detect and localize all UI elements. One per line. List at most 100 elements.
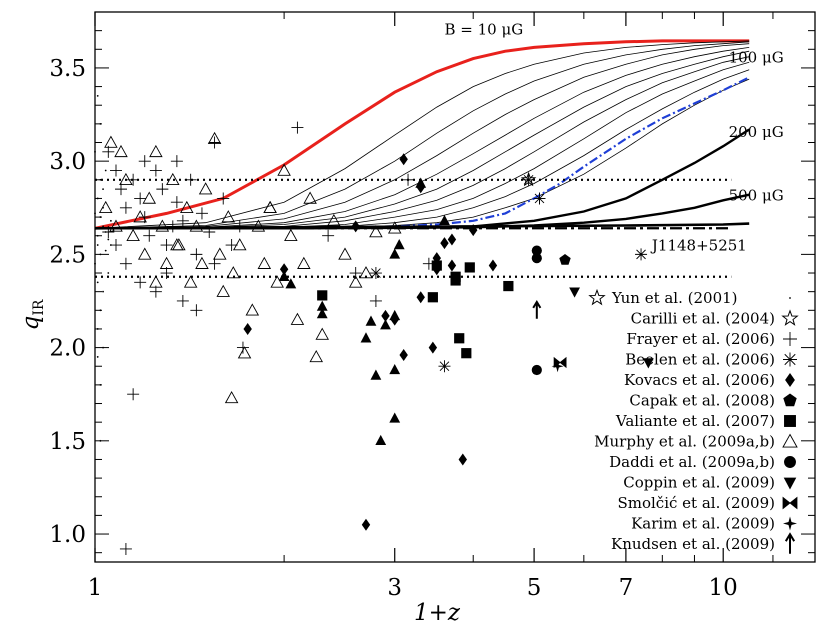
point-plus-2-33: [291, 121, 304, 134]
point-triangle-open-7-14: [183, 275, 198, 288]
point-triangle-open-7-45: [149, 275, 163, 288]
legend-marker-12: [784, 532, 796, 554]
point-triangle-open-7-41: [369, 225, 383, 238]
point-diamond-4-18: [447, 259, 457, 272]
point-triangle-open-7-30: [277, 163, 291, 176]
point-plus-2-26: [160, 267, 173, 280]
point-asterisk-3-4: [635, 248, 648, 261]
y-tick-label-1: 1.5: [49, 429, 86, 455]
legend-marker-0: [789, 297, 791, 299]
y-tick-label-0: 1.0: [49, 522, 86, 548]
point-triangle-open-7-16: [195, 256, 209, 269]
point-triangle-open-7-0: [98, 200, 113, 214]
point-triangle-open-7-17: [198, 182, 213, 195]
point-triangle-open-7-21: [221, 210, 236, 223]
point-plus-2-36: [369, 294, 382, 307]
point-square-6-0: [317, 290, 328, 301]
point-triangle-down-9-0: [569, 287, 580, 298]
point-plus-2-7: [143, 229, 156, 242]
point-dot-0-3: [102, 225, 104, 228]
model-curve-13: [94, 222, 750, 230]
point-dot-0-26: [96, 94, 99, 97]
point-diamond-4-2: [351, 220, 360, 233]
point-triangle-open-7-26: [251, 219, 266, 232]
y-tick-label-3: 2.5: [49, 242, 86, 268]
point-diamond-4-9: [428, 341, 438, 354]
point-circle-8-0: [531, 245, 542, 256]
legend-marker-8: [784, 456, 796, 468]
point-triangle-filled-13-2: [316, 300, 328, 311]
legend-label-0: Yun et al. (2001): [611, 289, 738, 307]
model-curve-7: [94, 61, 750, 229]
point-plus-2-20: [225, 239, 238, 252]
point-plus-2-1: [109, 164, 122, 177]
point-plus-2-42: [102, 226, 115, 238]
y-tick-label-4: 3.0: [49, 149, 86, 175]
legend-label-5: Capak et al. (2008): [629, 392, 775, 410]
point-triangle-filled-13-11: [389, 248, 401, 259]
point-plus-2-38: [402, 173, 415, 186]
point-plus-2-5: [134, 192, 147, 205]
point-dot-0-17: [102, 188, 104, 191]
point-diamond-4-10: [399, 349, 408, 362]
point-diamond-4-13: [381, 309, 390, 322]
x-tick-label-0: 1: [88, 575, 103, 601]
point-square-6-7: [503, 280, 514, 292]
point-triangle-filled-13-5: [365, 315, 377, 326]
point-plus-2-40: [138, 155, 151, 168]
x-tick-label-1: 3: [387, 575, 402, 601]
point-triangle-filled-13-3: [316, 308, 328, 319]
point-triangle-filled-13-8: [389, 363, 401, 375]
plot-frame: [94, 11, 816, 563]
point-diamond-4-15: [361, 518, 371, 531]
legend-marker-7: [782, 433, 798, 448]
point-triangle-open-7-43: [224, 391, 239, 404]
point-plus-2-13: [176, 214, 189, 227]
point-triangle-open-7-29: [270, 275, 284, 288]
legend-marker-10: [782, 496, 798, 510]
model-curve-1: [94, 40, 750, 229]
point-plus-2-16: [195, 207, 208, 220]
point-triangle-filled-13-7: [380, 319, 391, 330]
point-triangle-open-7-46: [170, 238, 184, 251]
model-curve-6: [94, 56, 750, 229]
point-square-6-2: [431, 260, 442, 271]
point-diamond-4-3: [399, 153, 408, 166]
point-triangle-open-7-35: [309, 349, 324, 363]
point-dot-0-18: [107, 272, 110, 274]
point-triangle-open-7-32: [290, 312, 305, 325]
point-triangle-down-9-1: [642, 358, 654, 369]
annotations: B = 10 μG 100 μG 200 μG 500 μG J1148+5251: [444, 20, 783, 254]
legend: Yun et al. (2001) Carilli et al. (2004) Fr…: [588, 288, 799, 554]
point-square-6-8: [450, 275, 461, 286]
point-triangle-open-7-19: [213, 247, 227, 260]
point-plus-2-23: [119, 257, 132, 270]
legend-marker-1: [781, 309, 799, 326]
point-dot-0-25: [104, 169, 107, 172]
point-plus-2-21: [233, 220, 246, 233]
point-triangle-filled-13-15: [389, 309, 401, 321]
point-square-6-5: [461, 348, 472, 359]
y-axis-title-sub: IR: [31, 299, 47, 316]
model-curve-2: [94, 41, 750, 229]
point-plus-2-15: [190, 248, 203, 261]
point-triangle-open-7-6: [137, 247, 152, 260]
point-plus-2-11: [166, 220, 179, 233]
point-plus-2-28: [190, 304, 203, 317]
point-triangle-filled-13-4: [360, 332, 372, 343]
point-triangle-open-7-44: [263, 200, 277, 214]
point-triangle-filled-13-0: [278, 270, 290, 281]
point-plus-2-17: [203, 226, 216, 238]
point-diamond-4-11: [416, 291, 425, 304]
point-triangle-filled-13-13: [415, 177, 427, 188]
point-triangle-open-7-8: [149, 144, 163, 158]
point-triangle-open-7-31: [284, 228, 298, 241]
annotation-2: 200 μG: [729, 123, 784, 141]
legend-label-1: Carilli et al. (2004): [631, 310, 775, 328]
legend-marker-9: [783, 477, 797, 490]
point-asterisk-3-2: [522, 173, 535, 186]
point-diamond-4-14: [458, 453, 467, 466]
point-triangle-open-7-15: [189, 219, 204, 232]
point-triangle-open-7-47: [109, 219, 123, 232]
